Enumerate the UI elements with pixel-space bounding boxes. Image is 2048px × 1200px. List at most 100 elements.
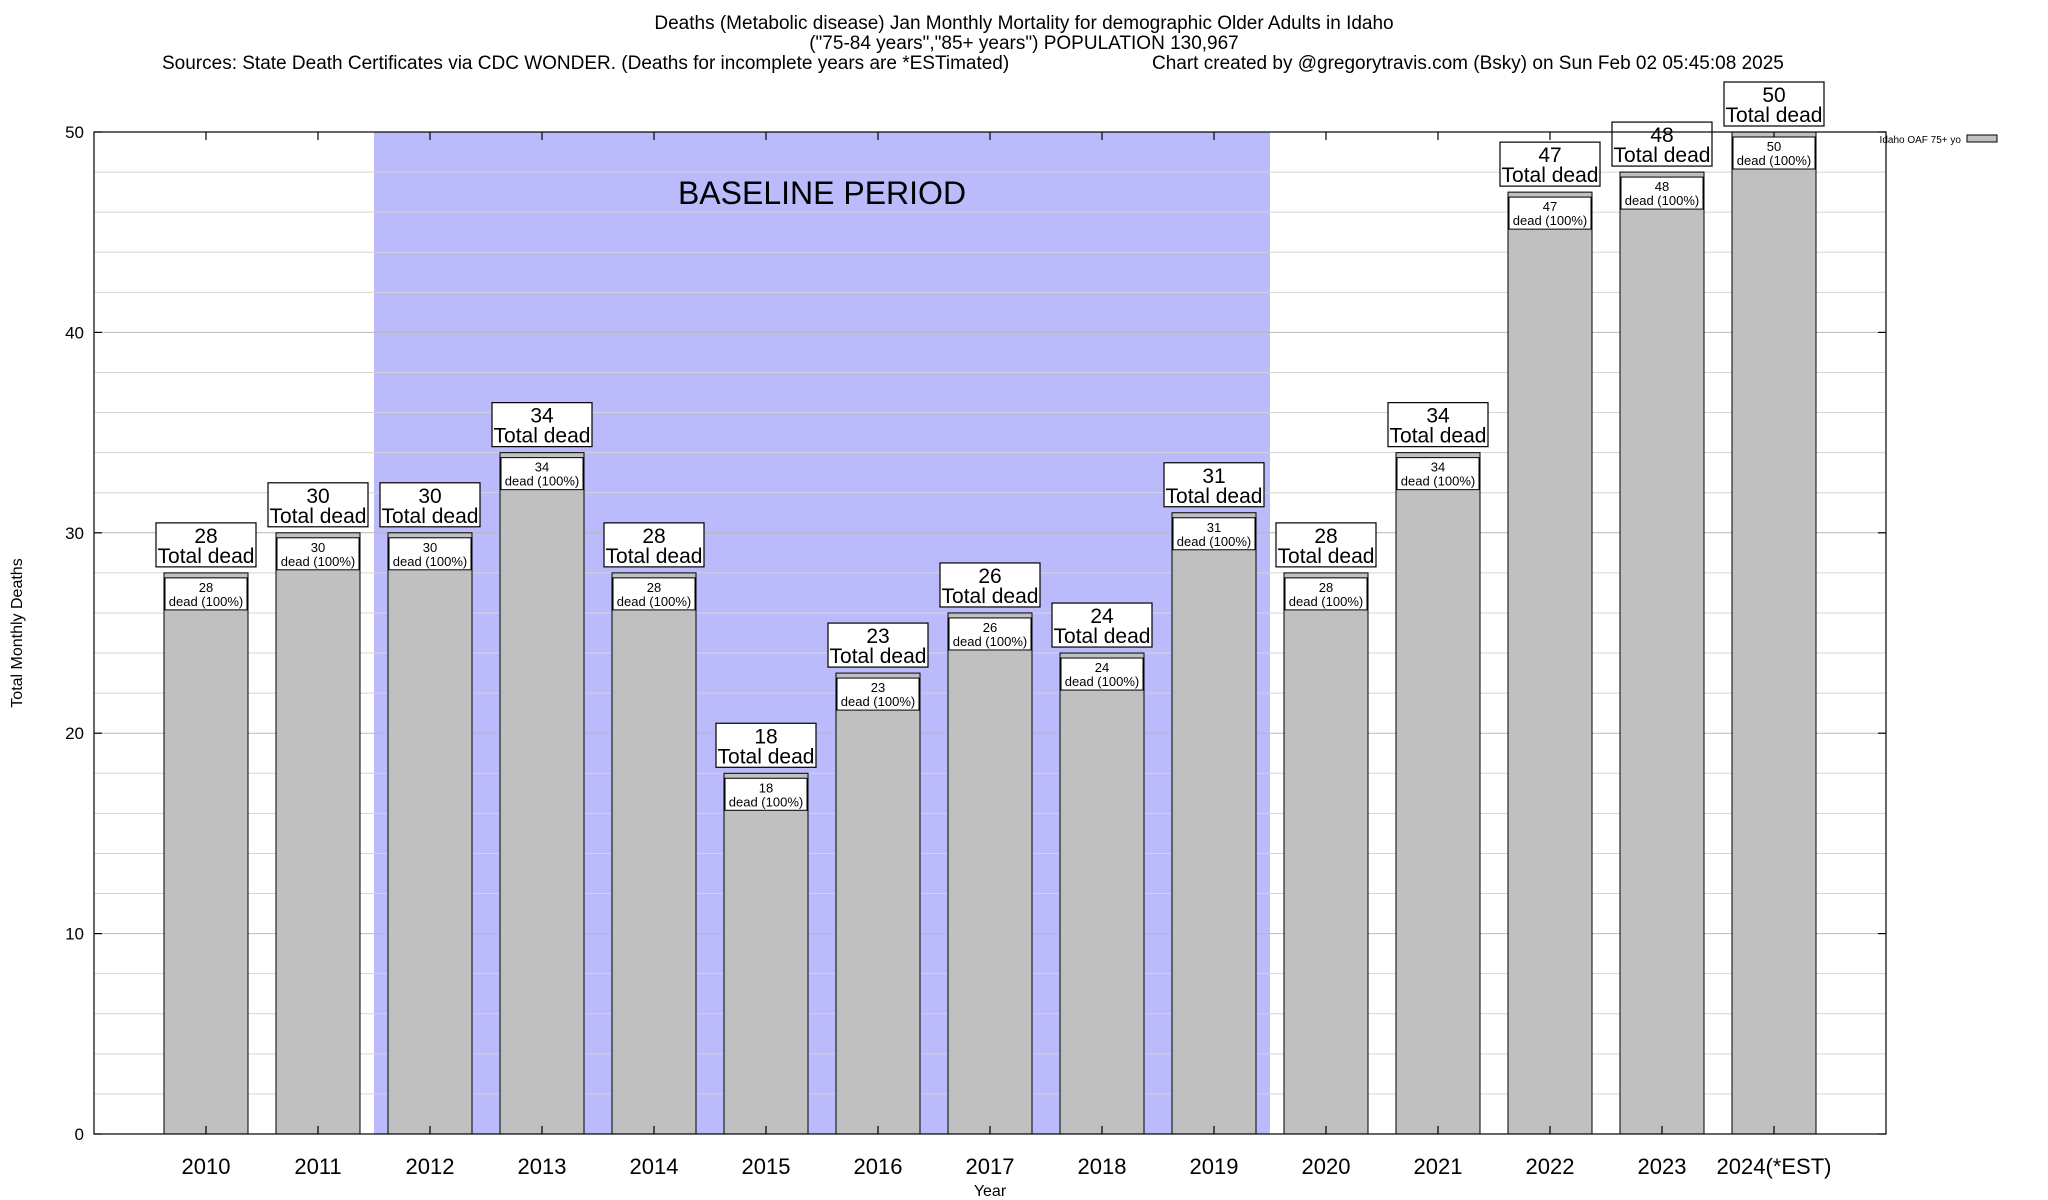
inner-label-text: dead (100%) (1737, 153, 1811, 168)
inner-label-box (1172, 517, 1256, 551)
bar (1171, 512, 1257, 1135)
y-tick-label: 20 (65, 724, 84, 743)
top-label-text: Total dead (718, 745, 815, 768)
bar (1619, 171, 1705, 1135)
top-label-value: 48 (1650, 124, 1673, 147)
top-label-text: Total dead (158, 545, 255, 568)
bar (835, 672, 921, 1135)
inner-label-value: 26 (983, 620, 997, 635)
inner-label-text: dead (100%) (1401, 474, 1475, 489)
y-tick-label: 0 (75, 1125, 84, 1144)
x-tick-label: 2015 (742, 1154, 791, 1179)
top-label-value: 34 (530, 405, 554, 428)
top-label-text: Total dead (382, 505, 479, 528)
x-axis-label: Year (974, 1183, 1007, 1200)
inner-label-box (948, 617, 1032, 651)
x-tick-label: 2014 (630, 1154, 679, 1179)
y-tick-label: 30 (65, 524, 84, 543)
inner-label-box (276, 537, 360, 571)
inner-label-value: 28 (199, 580, 213, 595)
top-label-text: Total dead (494, 425, 591, 448)
top-label-box (1051, 602, 1153, 648)
x-tick-label: 2023 (1638, 1154, 1687, 1179)
bar (947, 612, 1033, 1135)
inner-label-value: 47 (1543, 199, 1557, 214)
top-label-value: 18 (754, 725, 777, 748)
legend-label: Idaho OAF 75+ yo (1880, 135, 1962, 146)
top-label-box (1387, 402, 1489, 448)
top-label-value: 24 (1090, 605, 1114, 628)
legend-swatch (1966, 134, 1998, 143)
inner-label-value: 28 (1319, 580, 1333, 595)
top-label-text: Total dead (1166, 485, 1263, 508)
bar (723, 772, 809, 1135)
top-label-value: 50 (1762, 84, 1785, 107)
bar (1507, 191, 1593, 1135)
x-tick-label: 2012 (406, 1154, 455, 1179)
top-label-text: Total dead (1278, 545, 1375, 568)
bar (275, 532, 361, 1135)
inner-label-box (1620, 176, 1704, 210)
chart-subtitle: ("75-84 years","85+ years") POPULATION 1… (809, 33, 1239, 54)
top-label-box (267, 482, 369, 528)
top-label-value: 28 (194, 525, 217, 548)
top-label-value: 30 (306, 485, 329, 508)
inner-label-box (164, 577, 248, 611)
top-label-text: Total dead (1054, 625, 1151, 648)
top-label-text: Total dead (270, 505, 367, 528)
inner-label-box (1508, 196, 1592, 230)
top-label-box (715, 722, 817, 768)
x-tick-label: 2018 (1078, 1154, 1127, 1179)
top-label-box (1163, 462, 1265, 508)
y-tick-label: 40 (65, 323, 84, 342)
x-tick-label: 2017 (966, 1154, 1015, 1179)
inner-label-text: dead (100%) (1625, 193, 1699, 208)
inner-label-text: dead (100%) (1065, 674, 1139, 689)
x-tick-label: 2020 (1302, 1154, 1351, 1179)
inner-label-box (1396, 457, 1480, 491)
top-label-value: 28 (1314, 525, 1337, 548)
top-label-value: 28 (642, 525, 665, 548)
inner-label-value: 31 (1207, 520, 1221, 535)
inner-label-text: dead (100%) (505, 474, 579, 489)
inner-label-value: 24 (1095, 660, 1109, 675)
inner-label-box (836, 677, 920, 711)
inner-label-value: 30 (423, 540, 437, 555)
y-axis-label: Total Monthly Deaths (9, 558, 26, 707)
bar (611, 572, 697, 1135)
plot-frame (93, 131, 1887, 1135)
inner-label-box (1284, 577, 1368, 611)
top-label-text: Total dead (606, 545, 703, 568)
chart-credit: Chart created by @gregorytravis.com (Bsk… (1152, 53, 1784, 74)
inner-label-text: dead (100%) (169, 594, 243, 609)
bar (387, 532, 473, 1135)
top-label-text: Total dead (942, 585, 1039, 608)
x-tick-label: 2021 (1414, 1154, 1463, 1179)
bar (1059, 652, 1145, 1135)
top-label-text: Total dead (1726, 104, 1823, 127)
top-label-text: Total dead (1502, 164, 1599, 187)
inner-label-text: dead (100%) (1513, 213, 1587, 228)
inner-label-text: dead (100%) (281, 554, 355, 569)
top-label-box (379, 482, 481, 528)
inner-label-box (1060, 657, 1144, 691)
inner-label-value: 23 (871, 680, 885, 695)
top-label-box (827, 622, 929, 668)
top-label-value: 47 (1538, 144, 1561, 167)
top-label-value: 30 (418, 485, 441, 508)
x-tick-label: 2013 (518, 1154, 567, 1179)
bar (1731, 131, 1817, 1135)
y-tick-label: 50 (65, 123, 84, 142)
bar (1283, 572, 1369, 1135)
inner-label-box (1732, 136, 1816, 170)
inner-label-value: 48 (1655, 179, 1669, 194)
x-tick-label: 2024(*EST) (1717, 1154, 1832, 1179)
sources-note: Sources: State Death Certificates via CD… (162, 53, 1010, 74)
top-label-box (491, 402, 593, 448)
inner-label-value: 34 (535, 460, 549, 475)
bar (1395, 452, 1481, 1135)
x-tick-label: 2010 (182, 1154, 231, 1179)
x-tick-label: 2016 (854, 1154, 903, 1179)
inner-label-text: dead (100%) (617, 594, 691, 609)
